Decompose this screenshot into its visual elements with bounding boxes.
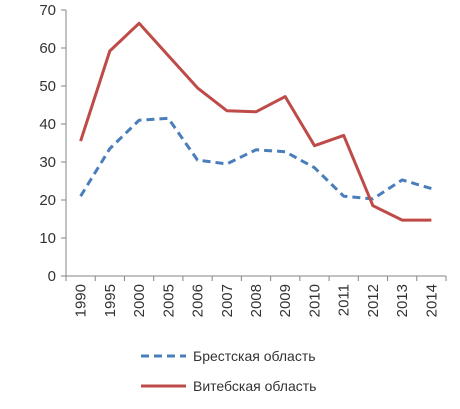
x-tick-label: 2010 — [306, 284, 323, 317]
y-tick-label: 70 — [39, 2, 56, 19]
series-line-2 — [79, 21, 432, 222]
series-layer — [79, 21, 432, 222]
y-tick-label: 20 — [39, 192, 56, 209]
x-tick-label: 2006 — [190, 284, 207, 317]
x-tick-label: 2007 — [219, 284, 236, 317]
y-tick-label: 50 — [39, 78, 56, 95]
x-axis: 1990 1995 2000 2005 2006 2007 2008 2009 2010 2011… — [65, 275, 447, 317]
series-line-1 — [79, 116, 432, 201]
x-tick-label: 2012 — [365, 284, 382, 317]
y-tick-label: 30 — [39, 154, 56, 171]
legend: Брестская область Витебская область — [141, 348, 316, 394]
y-tick-label: 40 — [39, 116, 56, 133]
y-tick-label: 60 — [39, 40, 56, 57]
y-axis: 0 10 20 30 40 50 60 70 — [39, 2, 67, 285]
y-tick-label: 0 — [48, 268, 56, 285]
x-tick-label: 2008 — [248, 284, 265, 317]
legend-label-2: Витебская область — [193, 378, 316, 394]
x-tick-label: 2000 — [131, 284, 148, 317]
x-tick-label: 2014 — [423, 284, 440, 317]
y-tick-label: 10 — [39, 230, 56, 247]
x-tick-label: 2011 — [336, 284, 353, 316]
x-tick-label: 2009 — [277, 284, 294, 317]
x-tick-label: 2005 — [160, 284, 177, 317]
legend-label-1: Брестская область — [193, 348, 316, 364]
x-tick-label: 2013 — [394, 284, 411, 317]
x-tick-label: 1990 — [73, 284, 90, 317]
x-tick-label: 1995 — [102, 284, 119, 317]
